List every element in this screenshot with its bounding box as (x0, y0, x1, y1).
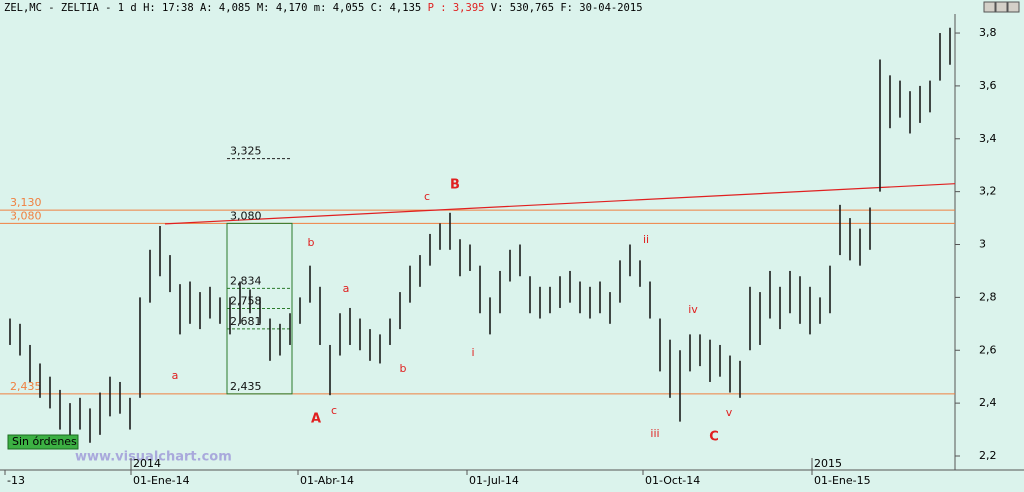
header: ZEL,MC - ZELTIA - 1 d H: 17:38 A: 4,085 … (4, 2, 643, 14)
wave-label: C (709, 430, 719, 445)
fib-label: 2,758 (230, 294, 262, 307)
y-tick-label: 2,2 (979, 449, 997, 462)
x-tick-label: 01-Ene-15 (814, 474, 871, 487)
y-tick-label: 2,6 (979, 343, 997, 356)
x-tick-label: 01-Ene-14 (133, 474, 190, 487)
status-text: Sin órdenes (12, 435, 77, 448)
y-tick-label: 2,4 (979, 396, 997, 409)
x-tick-label: 01-Jul-14 (469, 474, 519, 487)
fib-label: 2,435 (230, 380, 262, 393)
wave-label: iv (688, 303, 698, 316)
watermark: www.visualchart.com (75, 450, 232, 465)
status-box (7, 434, 79, 450)
y-tick-label: 3 (979, 238, 986, 251)
y-tick-label: 3,6 (979, 79, 997, 92)
window-buttons[interactable] (983, 1, 1020, 13)
wave-label: c (424, 190, 430, 203)
wave-label: v (726, 406, 733, 419)
wave-label: iii (650, 427, 659, 440)
wave-label: i (471, 346, 474, 359)
x-tick-label: 01-Abr-14 (300, 474, 354, 487)
year-label: 2015 (814, 457, 842, 470)
level-label: 2,435 (10, 380, 42, 393)
x-tick-label: 01-Oct-14 (645, 474, 700, 487)
x-tick-label: -13 (7, 474, 25, 487)
y-tick-label: 3,4 (979, 132, 997, 145)
header-text: V: 530,765 F: 30-04-2015 (491, 2, 643, 14)
header-price: P : 3,395 (428, 2, 485, 14)
wave-label: a (172, 369, 179, 382)
level-label: 3,130 (10, 196, 42, 209)
fib-label: 2,681 (230, 315, 262, 328)
close-button[interactable] (1007, 1, 1020, 13)
wave-label: a (343, 282, 350, 295)
header-text: ZEL,MC - ZELTIA - 1 d H: 17:38 A: 4,085 … (4, 2, 421, 14)
wave-label: b (308, 236, 315, 249)
minimize-button[interactable] (983, 1, 996, 13)
fib-label: 3,080 (230, 209, 262, 222)
wave-label: b (400, 362, 407, 375)
fib-label: 3,325 (230, 145, 262, 158)
wave-label: c (331, 404, 337, 417)
year-label: 2014 (133, 457, 161, 470)
y-tick-label: 3,2 (979, 185, 997, 198)
wave-label: ii (643, 233, 649, 246)
y-tick-label: 3,8 (979, 26, 997, 39)
level-label: 3,080 (10, 209, 42, 222)
maximize-button[interactable] (995, 1, 1008, 13)
y-tick-label: 2,8 (979, 290, 997, 303)
wave-label: B (450, 178, 460, 193)
fib-label: 2,834 (230, 274, 262, 287)
trendline (164, 183, 956, 225)
wave-label: A (311, 412, 321, 427)
